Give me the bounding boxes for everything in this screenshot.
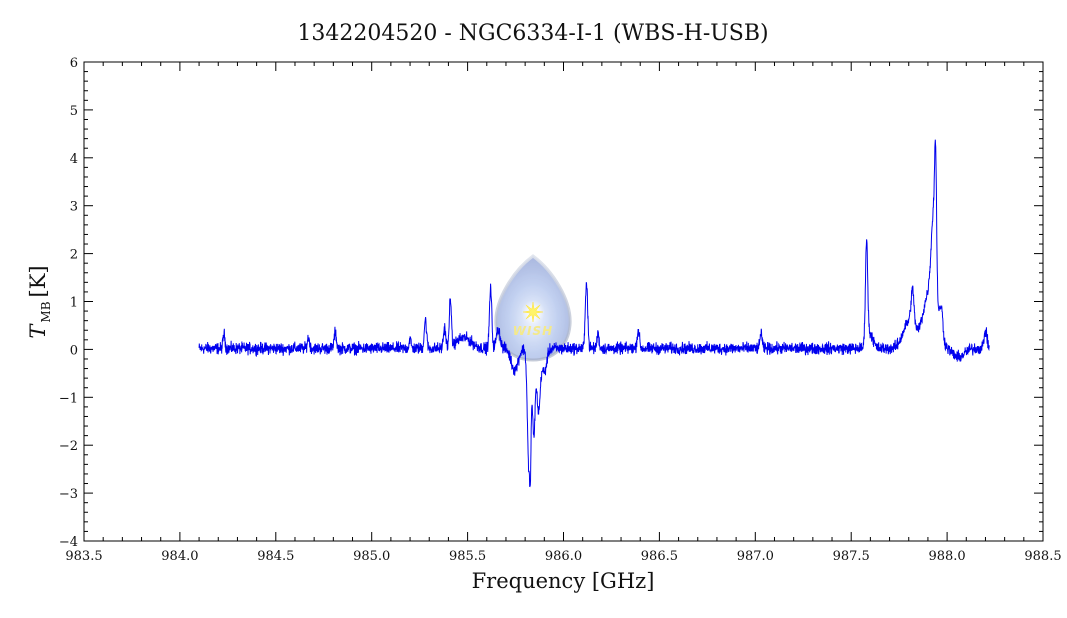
x-tick-label: 988.5 (1024, 549, 1061, 564)
x-tick-label: 985.5 (449, 549, 486, 564)
y-tick-label: 2 (70, 248, 78, 263)
y-tick-label: −2 (59, 439, 78, 454)
x-tick-label: 987.5 (833, 549, 870, 564)
x-tick-label: 986.5 (641, 549, 678, 564)
x-tick-label: 987.0 (737, 549, 774, 564)
star-shape (522, 301, 544, 323)
y-tick-label: −1 (59, 391, 78, 406)
watermark-text: WISH (513, 324, 553, 338)
x-tick-label: 983.5 (65, 549, 102, 564)
star-icon (522, 301, 544, 323)
x-axis-label: Frequency [GHz] (472, 569, 655, 593)
chart-title: 1342204520 - NGC6334-I-1 (WBS-H-USB) (297, 21, 768, 46)
y-tick-label: 1 (70, 296, 78, 311)
y-tick-label: 3 (70, 200, 78, 215)
y-tick-label: 4 (70, 152, 78, 167)
y-tick-label: 0 (70, 343, 78, 358)
y-tick-label: −4 (59, 535, 78, 550)
y-axis-label-subscript: MB (39, 301, 53, 322)
y-tick-label: 6 (70, 56, 78, 71)
y-tick-label: 5 (70, 104, 78, 119)
watermark-logo: WISH (494, 254, 572, 362)
x-tick-label: 984.5 (257, 549, 294, 564)
y-tick-label: −3 (59, 487, 78, 502)
x-tick-label: 988.0 (928, 549, 965, 564)
x-tick-label: 986.0 (545, 549, 582, 564)
x-tick-label: 984.0 (161, 549, 198, 564)
x-tick-label: 985.0 (353, 549, 390, 564)
series-line (198, 139, 990, 488)
y-axis-label-unit: [K] (26, 265, 50, 297)
y-axis-label: TMB [K] (26, 265, 53, 338)
y-axis-label-symbol: T (26, 323, 50, 339)
y-axis: −4 −3 −2 −1 0 1 2 3 4 5 6 (59, 56, 1043, 550)
x-axis: 983.5 984.0 984.5 985.0 985.5 986.0 986.5 987.0… (65, 62, 1062, 564)
